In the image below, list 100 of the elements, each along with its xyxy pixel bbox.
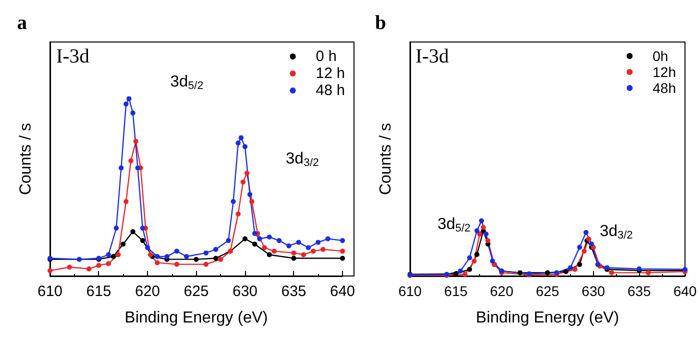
x-tick-label: 630 — [582, 283, 606, 299]
point — [120, 242, 126, 247]
point — [477, 232, 482, 237]
point — [485, 238, 490, 244]
x-tick-label: 615 — [444, 283, 468, 299]
x-tick-label: 610 — [37, 283, 63, 300]
point — [110, 254, 116, 259]
point — [106, 261, 111, 266]
text: I-3d — [416, 46, 449, 68]
x-tick-label: 635 — [281, 283, 306, 300]
point — [584, 230, 588, 235]
chart-title: a — [17, 12, 27, 34]
point — [226, 238, 231, 244]
x-tick-label: 615 — [86, 283, 112, 300]
point — [76, 256, 82, 262]
point — [467, 266, 472, 272]
point — [242, 144, 248, 150]
y-axis-title: Counts / s — [378, 122, 394, 196]
point — [266, 234, 272, 240]
x-tick-label: 640 — [330, 283, 355, 300]
point — [340, 238, 345, 244]
point — [135, 165, 140, 170]
y-axis-title: Counts / s — [18, 122, 34, 196]
point — [462, 272, 468, 277]
point — [174, 248, 180, 254]
point — [340, 248, 345, 254]
point — [320, 246, 326, 252]
point — [124, 199, 129, 204]
point — [114, 226, 119, 231]
legend-label: 48 h — [316, 82, 346, 99]
point — [118, 165, 124, 170]
x-tick-label: 625 — [184, 283, 209, 300]
point — [262, 245, 267, 250]
point — [249, 199, 254, 204]
point — [266, 252, 272, 258]
point — [646, 270, 651, 276]
point — [194, 256, 199, 262]
point — [479, 218, 484, 224]
x-tick-label: 640 — [673, 283, 697, 299]
point — [236, 211, 241, 216]
x-tick-label: 635 — [627, 283, 652, 299]
point — [276, 238, 282, 244]
legend-label: 12 h — [316, 65, 346, 82]
point — [204, 262, 208, 267]
x-tick-label: 610 — [398, 283, 422, 299]
point — [325, 236, 330, 242]
point — [568, 265, 573, 270]
point — [116, 252, 121, 258]
point — [577, 244, 582, 250]
point — [130, 229, 136, 234]
point — [484, 232, 489, 237]
point — [310, 248, 316, 254]
point — [154, 254, 160, 259]
legend-label: 0h — [652, 48, 668, 64]
point — [124, 102, 129, 107]
point — [86, 266, 92, 272]
legend-label: 12h — [652, 64, 676, 80]
point — [213, 256, 218, 261]
point — [563, 269, 568, 274]
point — [240, 180, 246, 185]
point — [474, 252, 480, 257]
legend-label: 0 h — [316, 48, 337, 65]
point — [67, 264, 72, 270]
point — [126, 96, 132, 102]
point — [128, 158, 134, 164]
point — [472, 258, 477, 264]
legend-label: 48h — [652, 80, 676, 96]
point — [474, 228, 480, 234]
point — [582, 248, 587, 254]
point — [154, 260, 160, 266]
point — [242, 236, 248, 242]
x-tick-label: 620 — [490, 283, 514, 299]
point — [218, 256, 224, 262]
point — [230, 199, 236, 204]
point — [458, 268, 463, 274]
point — [244, 170, 250, 176]
point — [291, 250, 296, 256]
point — [480, 224, 486, 230]
point — [145, 245, 150, 250]
point — [257, 236, 262, 242]
point — [300, 252, 306, 258]
point — [252, 242, 258, 247]
point — [609, 270, 614, 276]
x-tick-label: 630 — [232, 283, 258, 300]
point — [572, 266, 578, 272]
point — [213, 246, 218, 252]
point — [106, 252, 111, 258]
point — [236, 140, 241, 146]
point — [490, 258, 495, 264]
point — [164, 254, 170, 259]
point — [286, 243, 292, 248]
point — [238, 135, 244, 140]
point — [316, 240, 321, 245]
point — [174, 262, 180, 267]
point — [467, 255, 472, 260]
point — [340, 256, 345, 261]
point — [48, 268, 52, 274]
point — [589, 241, 594, 246]
point — [306, 245, 311, 250]
point — [296, 240, 302, 245]
